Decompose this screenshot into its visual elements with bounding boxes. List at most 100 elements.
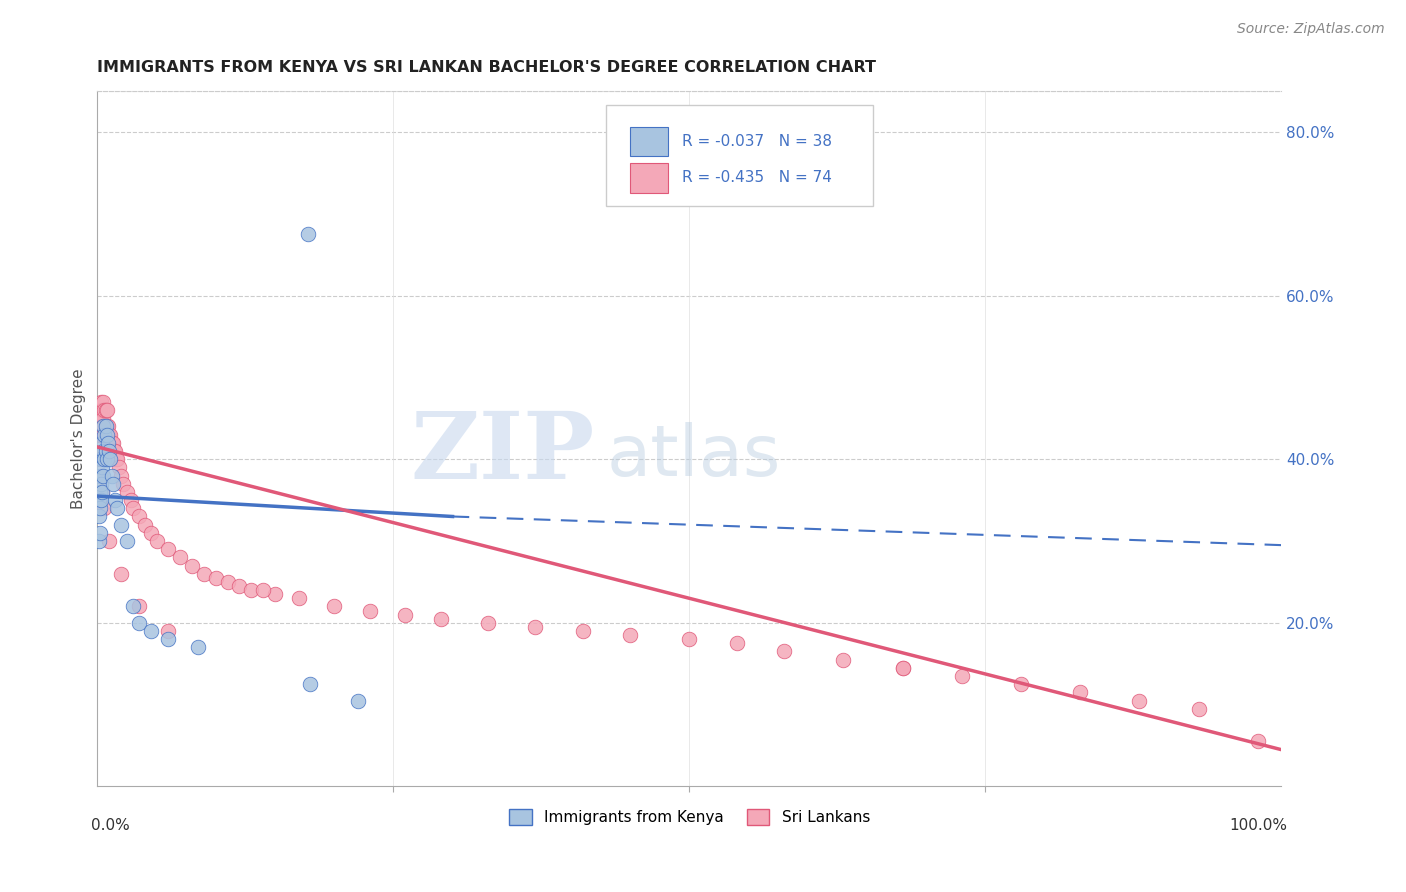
Point — [572, 624, 595, 638]
Point — [89, 485, 111, 500]
Point — [240, 583, 263, 598]
Point — [100, 427, 122, 442]
Point — [157, 624, 180, 638]
Point — [91, 419, 114, 434]
Point — [91, 395, 114, 409]
Point — [287, 591, 309, 606]
Point — [524, 620, 547, 634]
Point — [678, 632, 700, 647]
Point — [1010, 677, 1032, 691]
Point — [115, 534, 138, 549]
Point — [90, 427, 112, 442]
Point — [93, 427, 115, 442]
Point — [90, 476, 112, 491]
Point — [87, 534, 110, 549]
Point — [91, 468, 114, 483]
Point — [98, 427, 121, 442]
Point — [87, 419, 110, 434]
Point — [90, 493, 112, 508]
Text: ZIP: ZIP — [411, 408, 595, 498]
Point — [429, 612, 451, 626]
Point — [217, 574, 239, 589]
Point — [89, 525, 111, 540]
Point — [90, 468, 112, 483]
Point — [725, 636, 748, 650]
Legend: Immigrants from Kenya, Sri Lankans: Immigrants from Kenya, Sri Lankans — [502, 803, 876, 831]
Bar — [630, 128, 668, 156]
Point — [96, 419, 118, 434]
Point — [773, 644, 796, 658]
Point — [204, 571, 226, 585]
Point — [347, 693, 370, 707]
Point — [91, 435, 114, 450]
Point — [228, 579, 250, 593]
Point — [145, 534, 167, 549]
Point — [128, 509, 150, 524]
Point — [112, 476, 135, 491]
Y-axis label: Bachelor's Degree: Bachelor's Degree — [72, 368, 86, 509]
Point — [89, 501, 111, 516]
Point — [93, 452, 115, 467]
Point — [87, 493, 110, 508]
Point — [832, 653, 855, 667]
Text: R = -0.435   N = 74: R = -0.435 N = 74 — [682, 170, 832, 186]
Point — [891, 661, 914, 675]
Point — [181, 558, 204, 573]
Point — [97, 435, 120, 450]
Point — [110, 468, 132, 483]
Point — [264, 587, 287, 601]
Point — [101, 476, 124, 491]
Point — [122, 501, 145, 516]
Point — [619, 628, 641, 642]
Bar — [630, 163, 668, 193]
Point — [91, 411, 114, 425]
Point — [110, 517, 132, 532]
Text: 0.0%: 0.0% — [91, 818, 131, 833]
Point — [94, 419, 117, 434]
Point — [1187, 702, 1209, 716]
Point — [115, 485, 138, 500]
Point — [128, 599, 150, 614]
Point — [299, 677, 322, 691]
Point — [297, 227, 319, 242]
Point — [193, 566, 215, 581]
Point — [96, 452, 118, 467]
Point — [96, 427, 118, 442]
Point — [101, 435, 124, 450]
Point — [128, 615, 150, 630]
Point — [98, 444, 121, 458]
Point — [91, 403, 114, 417]
FancyBboxPatch shape — [606, 105, 873, 206]
Point — [91, 485, 114, 500]
Point — [950, 669, 973, 683]
Point — [93, 403, 115, 417]
Point — [1069, 685, 1091, 699]
Point — [394, 607, 416, 622]
Point — [122, 599, 145, 614]
Point — [103, 444, 125, 458]
Text: Source: ZipAtlas.com: Source: ZipAtlas.com — [1237, 22, 1385, 37]
Point — [1128, 693, 1150, 707]
Point — [100, 435, 122, 450]
Point — [891, 661, 914, 675]
Point — [107, 452, 129, 467]
Point — [187, 640, 209, 655]
Point — [91, 460, 114, 475]
Point — [89, 427, 111, 442]
Point — [91, 444, 114, 458]
Text: atlas: atlas — [606, 422, 780, 491]
Point — [100, 452, 122, 467]
Point — [90, 452, 112, 467]
Point — [323, 599, 346, 614]
Text: 100.0%: 100.0% — [1229, 818, 1288, 833]
Point — [89, 468, 111, 483]
Point — [157, 632, 180, 647]
Point — [134, 517, 156, 532]
Point — [94, 419, 117, 434]
Point — [139, 624, 162, 638]
Point — [104, 444, 127, 458]
Point — [93, 419, 115, 434]
Point — [359, 604, 381, 618]
Point — [98, 534, 121, 549]
Point — [87, 509, 110, 524]
